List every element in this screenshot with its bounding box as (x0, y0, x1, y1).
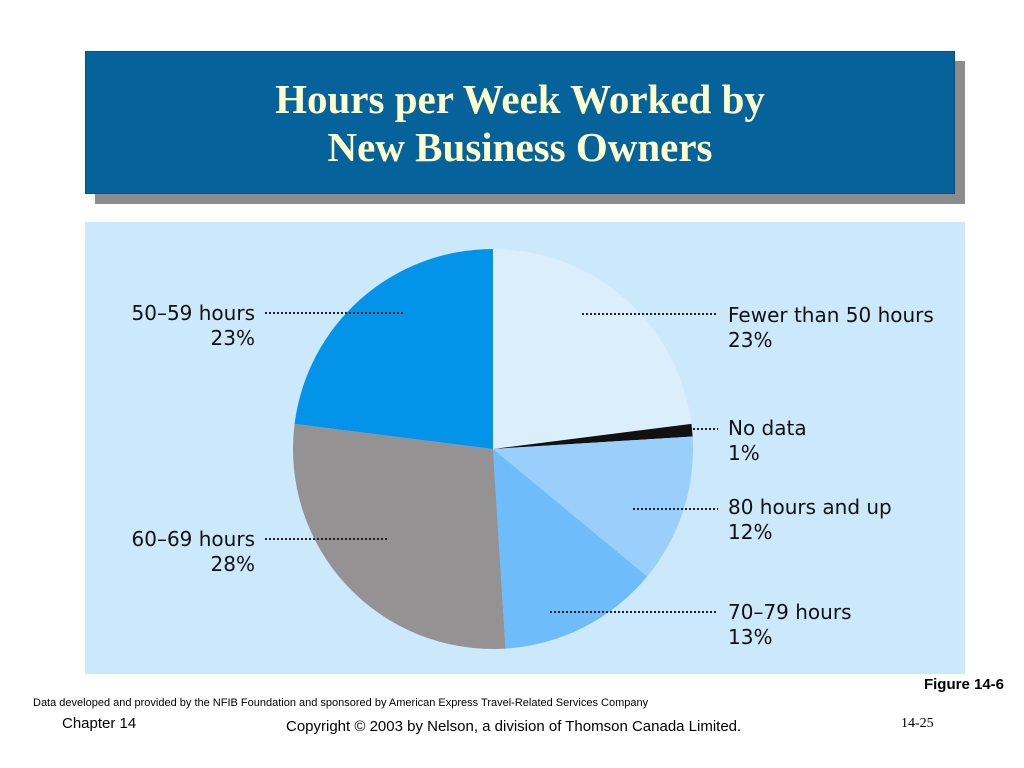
pie-slice-4 (293, 423, 506, 650)
slice-label-3: 70–79 hours (728, 600, 852, 624)
pie-slice-2 (493, 436, 694, 577)
pie-slice-0 (493, 249, 692, 449)
title-line-1: Hours per Week Worked by (275, 75, 765, 122)
copyright-notice: Copyright © 2003 by Nelson, a division o… (286, 718, 742, 735)
pie-slice-3 (493, 449, 648, 649)
slice-label-1: No data (728, 416, 807, 440)
figure-label: Figure 14-6 (923, 676, 1004, 693)
slice-label-4: 60–69 hours (132, 527, 256, 551)
source-note: Data developed and provided by the NFIB … (33, 697, 649, 709)
slice-value-5: 23% (211, 326, 255, 350)
slice-value-2: 12% (728, 520, 772, 544)
pie-slice-5 (294, 249, 493, 449)
slice-value-1: 1% (728, 441, 760, 465)
pie-slice-1 (493, 423, 693, 449)
chapter-label: Chapter 14 (62, 715, 137, 732)
slice-label-0: Fewer than 50 hours (728, 303, 934, 327)
slice-value-4: 28% (211, 552, 255, 576)
title-line-2: New Business Owners (327, 123, 713, 170)
page-number: 14-25 (901, 716, 934, 731)
slice-label-5: 50–59 hours (132, 301, 256, 325)
title-banner: Hours per Week Worked by New Business Ow… (85, 51, 955, 194)
slice-value-0: 23% (728, 328, 772, 352)
slice-label-2: 80 hours and up (728, 495, 892, 519)
chart-panel: Fewer than 50 hours 23% No data 1% 80 hours … (85, 222, 965, 674)
slice-value-3: 13% (728, 625, 772, 649)
